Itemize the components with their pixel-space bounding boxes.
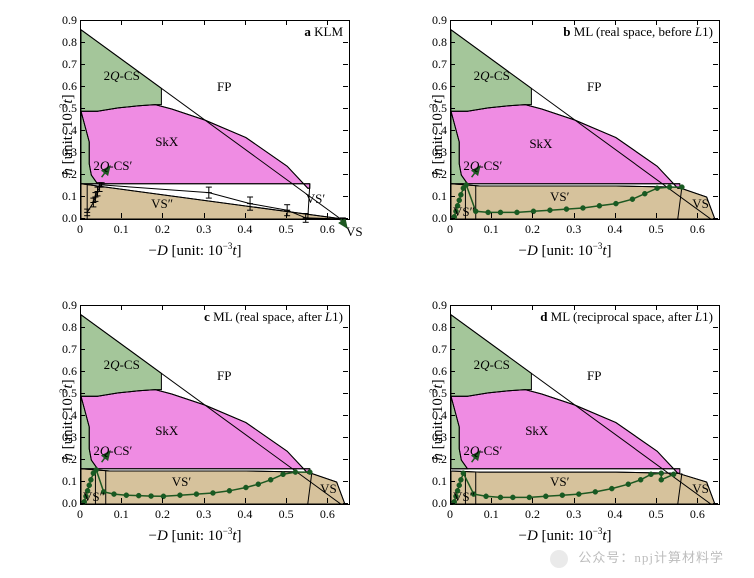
y-tick: 0.3 [407,145,447,160]
y-tick: 0.5 [407,386,447,401]
x-tick: 0.5 [641,222,671,237]
panel-title: a KLM [304,24,343,40]
y-tick: 0.1 [407,189,447,204]
plot-area: b ML (real space, before L1)FP2Q-CSSkX2Q… [450,20,720,220]
x-tick: 0.2 [517,507,547,522]
y-tick: 0.9 [37,298,77,313]
y-tick: 0.9 [37,13,77,28]
plot-area: a KLMFP2Q-CSSkX2Q-CS′VS″VS′ [80,20,350,220]
y-tick: 0.2 [37,452,77,467]
x-tick: 0.3 [189,507,219,522]
panel-a: h [unit: 10−3t]−D [unit: 10−3t]a KLMFP2Q… [25,10,365,260]
panel-title: c ML (real space, after L1) [204,309,343,325]
x-tick: 0.1 [476,507,506,522]
x-tick: 0.4 [230,507,260,522]
y-tick: 0.5 [37,101,77,116]
y-tick: 0.8 [407,320,447,335]
x-axis-label: −D [unit: 10−3t] [395,526,735,545]
x-tick: 0.5 [271,507,301,522]
panel-title: d ML (reciprocal space, after L1) [540,309,713,325]
y-tick: 0.7 [407,342,447,357]
y-tick: 0.7 [37,342,77,357]
wechat-icon [550,550,568,568]
x-tick: 0.5 [641,507,671,522]
x-tick: 0.2 [517,222,547,237]
y-tick: 0.9 [407,13,447,28]
x-tick: 0 [435,222,465,237]
y-tick: 0.5 [407,101,447,116]
y-tick: 0.2 [407,167,447,182]
x-tick: 0.1 [476,222,506,237]
y-tick: 0.1 [37,189,77,204]
region-label: VS [346,224,363,240]
x-tick: 0.1 [106,507,136,522]
y-tick: 0.3 [407,430,447,445]
y-tick: 0.7 [37,57,77,72]
panel-b: h [unit: 10−3t]−D [unit: 10−3t]b ML (rea… [395,10,735,260]
x-tick: 0.2 [147,507,177,522]
y-tick: 0.6 [37,364,77,379]
x-axis-label: −D [unit: 10−3t] [25,241,365,260]
x-tick: 0.4 [600,222,630,237]
y-tick: 0.7 [407,57,447,72]
plot-area: d ML (reciprocal space, after L1)FP2Q-CS… [450,305,720,505]
panel-d: h [unit: 10−3t]−D [unit: 10−3t]d ML (rec… [395,295,735,545]
y-tick: 0.4 [37,123,77,138]
x-tick: 0.1 [106,222,136,237]
y-tick: 0.4 [407,408,447,423]
y-tick: 0.8 [407,35,447,50]
x-axis-label: −D [unit: 10−3t] [395,241,735,260]
x-tick: 0 [435,507,465,522]
x-tick: 0.6 [682,507,712,522]
x-tick: 0.4 [230,222,260,237]
x-tick: 0.4 [600,507,630,522]
y-tick: 0.5 [37,386,77,401]
x-tick: 0.3 [189,222,219,237]
y-tick: 0.2 [37,167,77,182]
y-tick: 0.6 [407,79,447,94]
y-tick: 0.1 [37,474,77,489]
y-tick: 0.6 [407,364,447,379]
x-tick: 0.2 [147,222,177,237]
y-tick: 0.6 [37,79,77,94]
x-tick: 0.6 [682,222,712,237]
y-tick: 0.3 [37,145,77,160]
x-tick: 0.6 [312,507,342,522]
y-tick: 0.8 [37,320,77,335]
y-tick: 0.2 [407,452,447,467]
plot-area: c ML (real space, after L1)FP2Q-CSSkX2Q-… [80,305,350,505]
y-tick: 0.4 [37,408,77,423]
panel-c: h [unit: 10−3t]−D [unit: 10−3t]c ML (rea… [25,295,365,545]
x-axis-label: −D [unit: 10−3t] [25,526,365,545]
x-tick: 0 [65,222,95,237]
y-tick: 0.9 [407,298,447,313]
y-tick: 0.1 [407,474,447,489]
y-tick: 0.8 [37,35,77,50]
x-tick: 0 [65,507,95,522]
y-tick: 0.3 [37,430,77,445]
panel-title: b ML (real space, before L1) [563,24,713,40]
watermark-text: 公众号：npj计算材料学 [578,550,724,565]
x-tick: 0.3 [559,507,589,522]
x-tick: 0.3 [559,222,589,237]
watermark: 公众号：npj计算材料学 [550,547,724,568]
x-tick: 0.6 [312,222,342,237]
x-tick: 0.5 [271,222,301,237]
y-tick: 0.4 [407,123,447,138]
phase-diagram-figure: h [unit: 10−3t]−D [unit: 10−3t]a KLMFP2Q… [0,0,754,578]
